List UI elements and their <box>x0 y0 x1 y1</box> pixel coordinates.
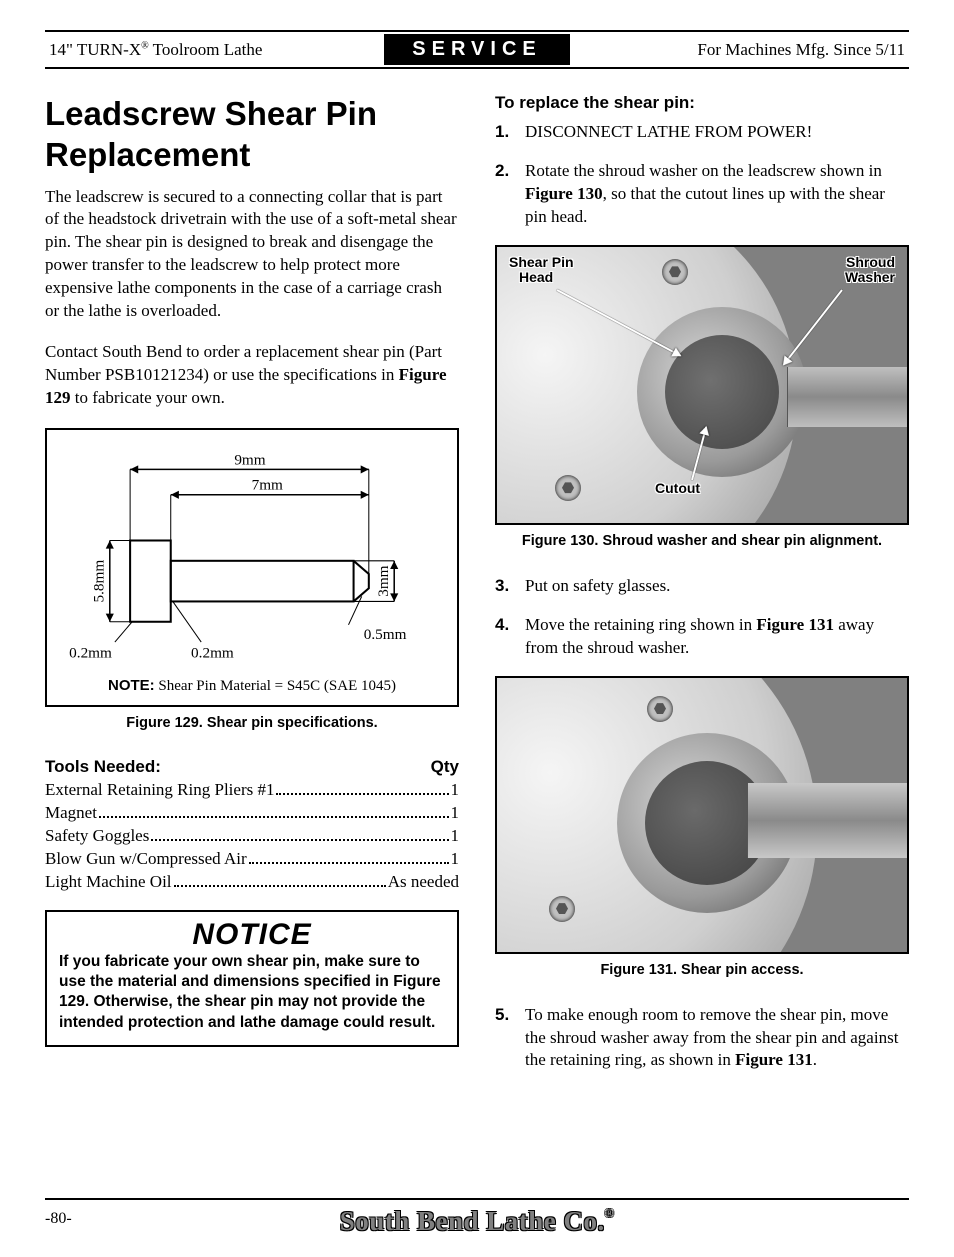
steps-heading: To replace the shear pin: <box>495 93 909 113</box>
figure-129-note: NOTE: Shear Pin Material = S45C (SAE 104… <box>59 677 445 695</box>
page-title: Leadscrew Shear Pin Replacement <box>45 93 459 176</box>
page-footer: -80- South Bend Lathe Co.® <box>45 1198 909 1237</box>
right-column: To replace the shear pin: 1. DISCONNECT … <box>495 93 909 1088</box>
header-section-title: SERVICE <box>384 34 569 65</box>
figure-131-caption: Figure 131. Shear pin access. <box>495 962 909 978</box>
step-2: 2. Rotate the shroud washer on the leads… <box>495 160 909 229</box>
dim-5-8mm: 5.8mm <box>91 560 108 603</box>
tool-row: Blow Gun w/Compressed Air1 <box>45 848 459 871</box>
notice-body: If you fabricate your own shear pin, mak… <box>59 952 445 1033</box>
figure-130-photo: Shear PinHead ShroudWasher Cutout <box>495 245 909 525</box>
dim-0-2mm-l: 0.2mm <box>69 644 112 661</box>
header-right: For Machines Mfg. Since 5/11 <box>570 40 909 60</box>
dim-3mm: 3mm <box>375 565 392 596</box>
page-number: -80- <box>45 1210 72 1228</box>
tools-header: Tools Needed:Qty <box>45 757 459 777</box>
page-header: 14" TURN-X® Toolroom Lathe SERVICE For M… <box>45 30 909 69</box>
step-5: 5. To make enough room to remove the she… <box>495 1004 909 1073</box>
step-3: 3. Put on safety glasses. <box>495 575 909 598</box>
dim-0-2mm-r: 0.2mm <box>191 644 234 661</box>
intro-paragraph-2: Contact South Bend to order a replacemen… <box>45 341 459 410</box>
dim-0-5mm: 0.5mm <box>364 626 407 643</box>
dim-9mm: 9mm <box>234 451 265 468</box>
notice-box: NOTICE If you fabricate your own shear p… <box>45 910 459 1047</box>
tool-row: External Retaining Ring Pliers #11 <box>45 779 459 802</box>
notice-title: NOTICE <box>59 918 445 952</box>
label-shroud-washer: ShroudWasher <box>845 255 895 286</box>
tool-row: Safety Goggles1 <box>45 825 459 848</box>
step-4: 4. Move the retaining ring shown in Figu… <box>495 614 909 660</box>
intro-paragraph-1: The leadscrew is secured to a connecting… <box>45 186 459 324</box>
brand-logo: South Bend Lathe Co.® <box>340 1206 615 1236</box>
tool-row: Light Machine OilAs needed <box>45 871 459 894</box>
label-shear-pin-head: Shear PinHead <box>509 255 574 286</box>
figure-130-caption: Figure 130. Shroud washer and shear pin … <box>495 533 909 549</box>
shear-pin-diagram: 9mm 7mm 5.8mm 3mm 0.5mm <box>59 444 445 667</box>
figure-129-caption: Figure 129. Shear pin specifications. <box>45 715 459 731</box>
figure-131-photo <box>495 676 909 954</box>
tool-row: Magnet1 <box>45 802 459 825</box>
label-cutout: Cutout <box>655 481 700 496</box>
dim-7mm: 7mm <box>252 477 283 494</box>
figure-129: 9mm 7mm 5.8mm 3mm 0.5mm <box>45 428 459 707</box>
left-column: Leadscrew Shear Pin Replacement The lead… <box>45 93 459 1088</box>
step-1: 1. DISCONNECT LATHE FROM POWER! <box>495 121 909 144</box>
header-left: 14" TURN-X® Toolroom Lathe <box>45 40 384 60</box>
